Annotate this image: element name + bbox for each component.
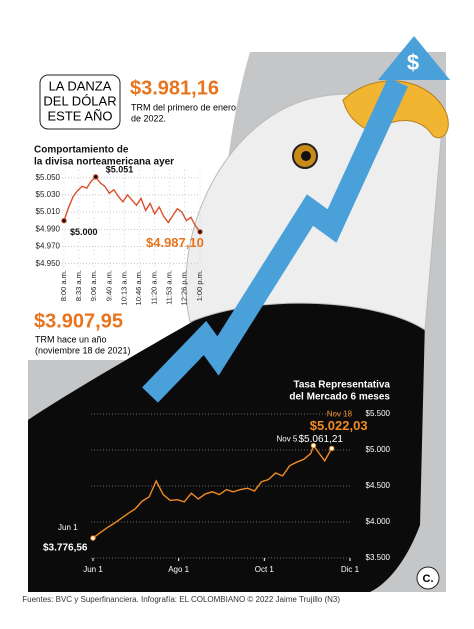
stat-caption: de 2022.	[131, 113, 166, 123]
x-tick-label: 11:53 a.m.	[165, 270, 174, 305]
x-tick-label: 12:26 p.m.	[180, 270, 189, 305]
point-label: Nov 5	[276, 435, 297, 444]
point-label: Jun 1	[58, 523, 78, 532]
x-tick-label: 10:46 a.m.	[134, 270, 143, 305]
y-tick-label: $5.000	[366, 445, 391, 454]
logo-badge	[416, 566, 440, 590]
value-label: $4.987,10	[146, 235, 204, 250]
value-label: $5.000	[70, 227, 98, 237]
value-label: $5.022,03	[310, 418, 368, 433]
y-tick-label: $4.990	[36, 224, 61, 233]
arrow-icon: $	[407, 50, 419, 75]
x-tick-label: Dic 1	[341, 565, 360, 574]
chart-title: la divisa norteamericana ayer	[34, 157, 174, 168]
x-tick-label: Oct 1	[255, 565, 275, 574]
point-marker	[61, 218, 67, 224]
x-tick-label: 11:20 a.m.	[150, 270, 159, 305]
eagle-pupil	[301, 151, 311, 161]
y-tick-label: $4.500	[366, 481, 391, 490]
logo: C.	[423, 573, 434, 585]
x-tick-label: 9:40 a.m.	[104, 270, 113, 301]
y-tick-label: $3.500	[366, 553, 391, 562]
headline: LA DANZA	[49, 78, 112, 93]
arrow-head	[378, 36, 450, 80]
point-label: Nov 18	[327, 410, 353, 419]
point-marker	[90, 535, 96, 541]
point-marker	[310, 442, 317, 449]
x-tick-label: 9:06 a.m.	[89, 270, 98, 301]
headline-box	[39, 74, 121, 130]
x-tick-label: 10:13 a.m.	[119, 270, 128, 305]
stat-caption: TRM del primero de enero	[131, 102, 236, 112]
y-tick-label: $4.000	[366, 517, 391, 526]
y-tick-label: $4.950	[36, 259, 61, 268]
value-label: $5.061,21	[298, 434, 343, 445]
headline: DEL DÓLAR	[43, 93, 116, 108]
eagle-body	[28, 276, 425, 592]
x-tick-label: 1:00 p.m.	[195, 270, 204, 301]
data-line	[63, 175, 201, 233]
stat-value: $3.907,95	[34, 310, 123, 332]
x-tick-label: Jun 1	[83, 565, 103, 574]
data-line	[92, 444, 333, 539]
stat-caption: (noviembre 18 de 2021)	[35, 345, 131, 355]
chart-title: del Mercado 6 meses	[289, 392, 390, 403]
x-tick-label: 8:33 a.m.	[74, 270, 83, 301]
point-marker	[197, 229, 203, 235]
point-marker	[93, 174, 99, 180]
x-tick-label: Ago 1	[168, 565, 189, 574]
headline: ESTE AÑO	[47, 108, 112, 123]
y-tick-label: $5.010	[36, 207, 61, 216]
y-tick-label: $4.970	[36, 242, 61, 251]
point-marker	[329, 445, 335, 452]
y-tick-label: $5.050	[36, 173, 61, 182]
source: Fuentes: BVC y Superfinanciera. Infograf…	[22, 595, 340, 604]
value-label: $5.051	[106, 164, 134, 174]
chart-title: Tasa Representativa	[293, 380, 390, 391]
value-label: $3.776,56	[43, 543, 88, 554]
x-tick-label: 8:00 a.m.	[59, 270, 68, 301]
stat-caption: TRM hace un año	[35, 334, 107, 344]
stat-value: $3.981,16	[130, 77, 219, 99]
y-tick-label: $5.030	[36, 190, 61, 199]
y-tick-label: $5.500	[366, 409, 391, 418]
trend-arrow	[142, 77, 408, 403]
chart-title: Comportamiento de	[34, 145, 129, 156]
